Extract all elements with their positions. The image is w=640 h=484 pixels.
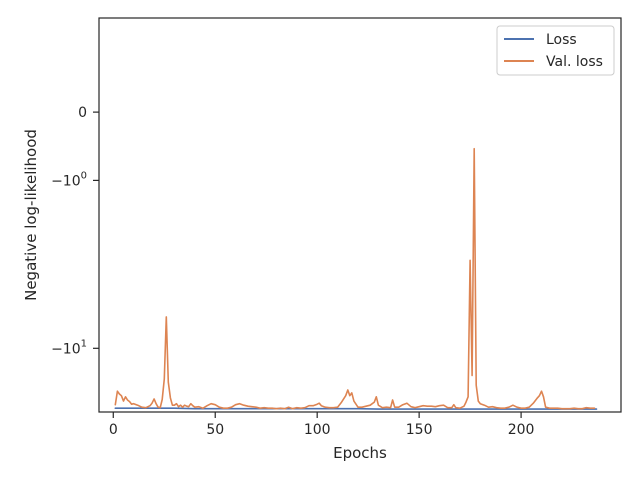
x-tick-label: 150 — [406, 422, 433, 438]
x-tick-label: 0 — [109, 422, 118, 438]
legend-label-val-loss: Val. loss — [546, 54, 603, 70]
series-line-val-loss — [114, 147, 596, 410]
x-tick-label: 50 — [206, 422, 224, 438]
legend-label-loss: Loss — [546, 32, 577, 48]
y-tick-label: −101 — [51, 338, 87, 357]
plot-lines — [114, 147, 598, 410]
x-tick-label: 100 — [304, 422, 331, 438]
plot-area-frame — [98, 17, 622, 413]
y-axis: 0 −100 −101 — [51, 105, 99, 357]
legend: Loss Val. loss — [496, 25, 615, 76]
y-tick-label: 0 — [78, 105, 87, 121]
series-line-loss — [114, 407, 598, 410]
x-axis-label: Epochs — [333, 444, 387, 462]
x-axis: 0 50 100 150 200 — [109, 412, 535, 438]
y-axis-label: Negative log-likelihood — [22, 129, 40, 301]
x-tick-label: 200 — [508, 422, 535, 438]
y-tick-label: −100 — [51, 170, 87, 189]
